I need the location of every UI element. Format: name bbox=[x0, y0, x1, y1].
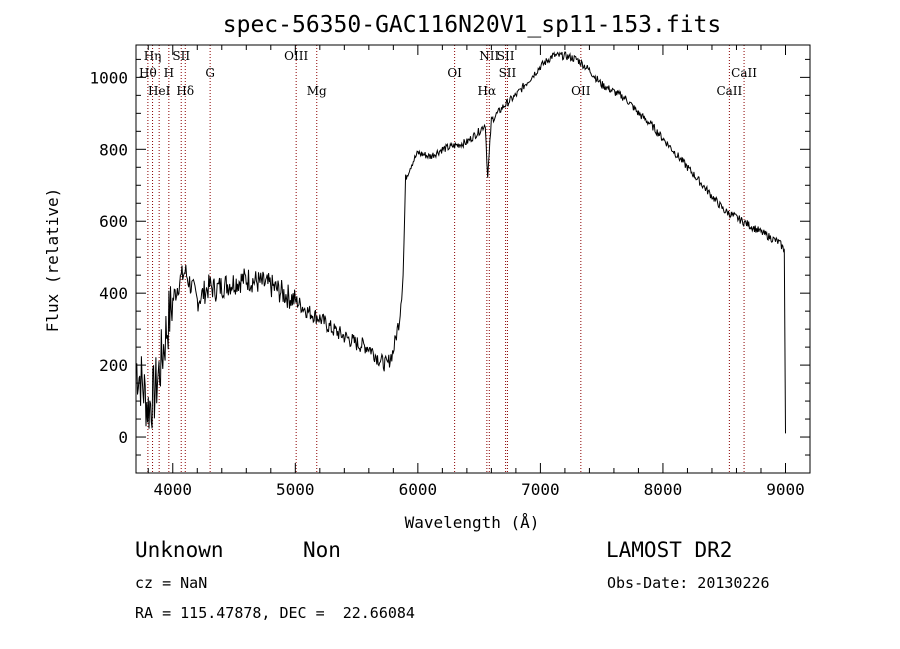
spectral-line-label: Hα bbox=[478, 84, 497, 98]
x-tick-label: 7000 bbox=[521, 480, 560, 499]
spectral-line-label: Hθ bbox=[139, 66, 157, 80]
y-tick-label: 400 bbox=[99, 284, 128, 303]
survey-name: LAMOST DR2 bbox=[606, 538, 733, 562]
x-tick-label: 9000 bbox=[766, 480, 805, 499]
spectral-line-label: SII bbox=[499, 66, 517, 80]
object-class: Unknown bbox=[135, 538, 224, 562]
chart-title: spec-56350-GAC116N20V1_sp11-153.fits bbox=[223, 12, 722, 38]
y-axis-label: Flux (relative) bbox=[43, 188, 62, 333]
spectral-line-label: H bbox=[164, 66, 174, 80]
spectral-line-label: OI bbox=[447, 66, 462, 80]
spectral-line-label: HeI bbox=[148, 84, 171, 98]
x-axis-label: Wavelength (Å) bbox=[405, 513, 540, 532]
axis-ticks bbox=[136, 45, 810, 474]
y-tick-label: 1000 bbox=[89, 68, 128, 87]
spectral-line-label: OIII bbox=[284, 49, 308, 63]
y-tick-label: 800 bbox=[99, 140, 128, 159]
spectral-line-labels: HηHθHeISIIHHδGOIIIMgOINIIHαSIISIIOIICaII… bbox=[139, 49, 757, 98]
coordinates: RA = 115.47878, DEC = 22.66084 bbox=[135, 604, 415, 622]
y-tick-label: 600 bbox=[99, 212, 128, 231]
plot-frame bbox=[135, 44, 811, 474]
spectral-line-label: SII bbox=[497, 49, 515, 63]
object-subclass: Non bbox=[303, 538, 341, 562]
spectral-line-label: G bbox=[205, 66, 215, 80]
spectral-line-markers bbox=[147, 45, 745, 473]
spectral-line-label: Mg bbox=[307, 84, 327, 98]
spectral-line-label: Hη bbox=[144, 49, 162, 63]
y-tick-labels: 0 200 400 600 800 1000 bbox=[89, 68, 128, 447]
spectral-line-label: Hδ bbox=[176, 84, 194, 98]
spectral-line-label: SII bbox=[172, 49, 190, 63]
spectrum-line bbox=[135, 51, 786, 434]
spectral-line-label: NII bbox=[479, 49, 499, 63]
y-tick-label: 200 bbox=[99, 356, 128, 375]
x-tick-labels: 4000 5000 6000 7000 8000 9000 bbox=[153, 480, 804, 499]
x-tick-label: 6000 bbox=[399, 480, 438, 499]
x-tick-label: 4000 bbox=[153, 480, 192, 499]
spectral-line-label: CaII bbox=[716, 84, 742, 98]
spectral-line-label: OII bbox=[571, 84, 591, 98]
x-tick-label: 8000 bbox=[644, 480, 683, 499]
redshift-value: cz = NaN bbox=[135, 574, 208, 592]
spectral-line-label: CaII bbox=[731, 66, 757, 80]
observation-date: Obs-Date: 20130226 bbox=[607, 574, 770, 592]
x-tick-label: 5000 bbox=[276, 480, 315, 499]
y-tick-label: 0 bbox=[118, 428, 128, 447]
